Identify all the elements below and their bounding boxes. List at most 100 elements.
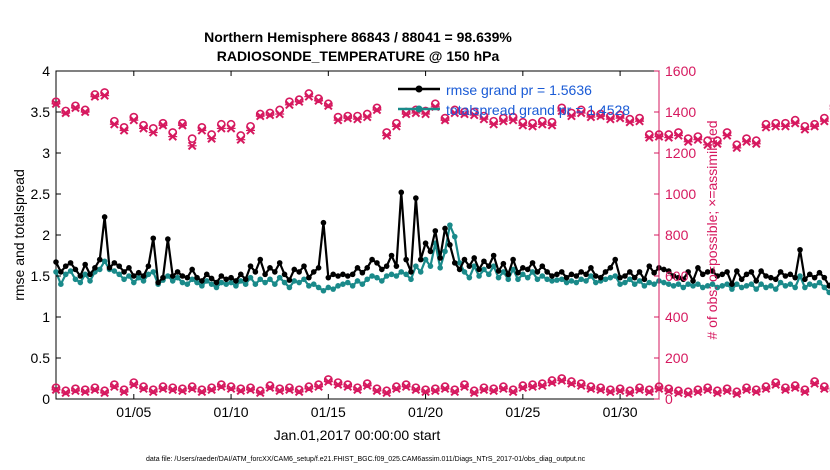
obs-assimilated-point (537, 119, 547, 129)
rmse-point (203, 271, 210, 278)
obs-assimilated-point (586, 384, 596, 394)
y-left-tick-label: 3 (42, 145, 50, 161)
obs-assimilated-point (177, 121, 187, 130)
y-left-tick-label: 0.5 (31, 350, 51, 366)
obs-assimilated-point (664, 133, 674, 142)
obs-possible-point (71, 101, 80, 111)
rmse-point (281, 271, 288, 278)
y-right-tick-label: 1000 (665, 186, 696, 202)
obs-assimilated-point (119, 387, 129, 397)
y-left-tick-label: 2.5 (31, 186, 51, 202)
obs-assimilated-point (576, 108, 586, 118)
rmse-point (379, 266, 385, 273)
rmse-point (549, 273, 555, 279)
rmse-point (636, 269, 643, 275)
obs-assimilated-point (518, 383, 528, 393)
rmse-point (442, 225, 448, 232)
totalspread-point (651, 281, 657, 288)
obs-assimilated-point (197, 387, 207, 397)
rmse-point (213, 279, 220, 286)
obs-possible-point (508, 385, 518, 395)
obs-possible-point (61, 106, 71, 116)
totalspread-point (622, 279, 628, 286)
obs-possible-point (751, 385, 761, 395)
y-right-tick-label: 1600 (665, 63, 696, 79)
obs-possible-point (226, 382, 236, 392)
totalspread-point (670, 283, 677, 289)
obs-possible-point (294, 385, 304, 395)
obs-assimilated-point (673, 131, 683, 140)
obs-possible-point (742, 383, 751, 393)
totalspread-point (768, 283, 774, 289)
totalspread-point (631, 281, 638, 288)
rmse-point (597, 274, 604, 281)
obs-assimilated-point (284, 100, 294, 110)
rmse-point (772, 276, 779, 283)
obs-possible-point (158, 382, 168, 392)
rmse-point (719, 271, 726, 278)
obs-possible-point (518, 381, 528, 391)
obs-assimilated-point (109, 119, 119, 129)
obs-possible-point (615, 384, 625, 394)
rmse-point (320, 219, 327, 226)
obs-assimilated-point (255, 388, 265, 398)
totalspread-point (194, 279, 200, 286)
obs-assimilated-point (139, 384, 149, 394)
rmse-point (763, 273, 769, 279)
obs-assimilated-point (100, 388, 110, 398)
rmse-point (578, 269, 584, 275)
y-left-tick-label: 1 (42, 309, 50, 325)
totalspread-point (636, 278, 643, 284)
legend-rmse-marker (415, 85, 423, 93)
obs-assimilated-point (489, 386, 499, 396)
rmse-point (233, 278, 239, 284)
rmse-point (364, 265, 371, 271)
totalspread-point (335, 283, 341, 289)
totalspread-point (369, 273, 375, 279)
obs-possible-point (479, 383, 489, 393)
obs-possible-point (771, 378, 781, 387)
totalspread-point (797, 273, 803, 279)
obs-assimilated-point (168, 132, 178, 141)
totalspread-point (821, 284, 828, 291)
totalspread-point (247, 274, 254, 281)
obs-possible-point (372, 384, 382, 394)
rmse-point (242, 276, 249, 283)
obs-assimilated-point (294, 387, 304, 397)
obs-assimilated-point (216, 382, 226, 392)
obs-possible-point (810, 119, 820, 129)
obs-assimilated-point (148, 387, 158, 397)
y-right-tick-label: 800 (665, 227, 689, 243)
obs-possible-point (100, 386, 110, 396)
totalspread-point (87, 278, 93, 284)
obs-assimilated-point (557, 106, 567, 116)
totalspread-point (539, 273, 546, 279)
totalspread-point (627, 276, 633, 283)
footer-data-file: data file: /Users/raeder/DAI/ATM_forcXX/… (146, 456, 586, 463)
rmse-point (685, 269, 691, 275)
rmse-point (490, 252, 497, 259)
totalspread-point (665, 281, 672, 288)
obs-assimilated-point (343, 382, 353, 392)
totalspread-point (481, 266, 487, 273)
rmse-point (169, 273, 176, 279)
rmse-point (252, 269, 259, 275)
totalspread-point (121, 276, 127, 283)
obs-possible-point (547, 376, 557, 385)
rmse-point (651, 269, 657, 276)
obs-possible-point (255, 386, 265, 396)
obs-assimilated-point (732, 143, 742, 153)
rmse-point (476, 266, 482, 273)
obs-assimilated-point (800, 125, 810, 134)
rmse-point (724, 269, 730, 275)
axis-layer: 01/05 01/10 01/15 01/20 01/25 01/30 0 0.5 1 1.5 2 2… (31, 63, 697, 420)
totalspread-point (325, 284, 332, 291)
obs-possible-point (139, 382, 148, 392)
totalspread-point (476, 273, 482, 279)
rmse-point (272, 269, 278, 275)
obs-possible-point (644, 385, 654, 395)
line-layer (53, 189, 830, 296)
rmse-point (413, 195, 419, 201)
totalspread-point (563, 279, 570, 286)
obs-assimilated-point (693, 135, 703, 144)
